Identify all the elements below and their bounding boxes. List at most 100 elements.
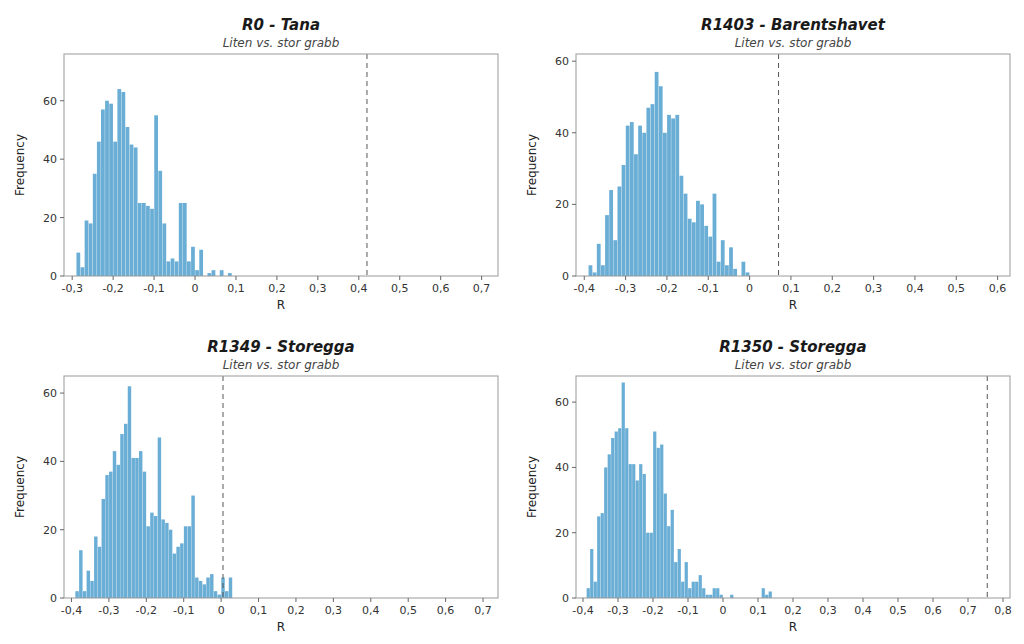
histogram-bar: [101, 110, 105, 277]
x-tick-label: 0,1: [250, 604, 268, 617]
histogram-bar: [704, 226, 708, 276]
x-tick: [997, 276, 998, 280]
histogram-bar: [655, 72, 659, 276]
plot-area: [576, 376, 1010, 598]
histogram-bar: [601, 265, 605, 276]
x-tick-label: 0,4: [350, 282, 368, 295]
histogram-bar: [105, 475, 108, 598]
histogram-bar: [625, 428, 628, 598]
histogram-bar: [615, 432, 618, 599]
histogram-bar: [636, 480, 639, 598]
histogram-bar: [675, 115, 679, 276]
histogram-bar: [212, 270, 216, 276]
x-tick: [221, 598, 222, 602]
histogram-bar: [183, 203, 187, 276]
histogram-bar: [638, 126, 642, 276]
x-tick: [666, 276, 667, 280]
histogram-bar: [154, 115, 158, 276]
x-tick-label: 0,7: [959, 604, 977, 617]
x-tick-label: 0,7: [473, 282, 491, 295]
histogram-bar: [699, 575, 702, 598]
y-tick: [572, 276, 576, 277]
histogram-bar: [102, 499, 105, 598]
subplot-subtitle: Liten vs. stor grabb: [735, 36, 852, 50]
x-tick-label: 0,8: [994, 604, 1012, 617]
x-tick: [408, 598, 409, 602]
y-tick: [572, 132, 576, 133]
histogram-bar: [653, 432, 656, 599]
x-tick: [790, 276, 791, 280]
x-tick: [863, 598, 864, 602]
histogram-bar: [126, 127, 130, 276]
y-axis-label: Frequency: [13, 456, 27, 518]
histogram-bar: [176, 547, 179, 598]
histogram-bar: [725, 265, 729, 276]
x-tick: [723, 598, 724, 602]
histogram-bar: [643, 474, 646, 598]
histogram-bar: [646, 533, 649, 598]
x-tick: [483, 598, 484, 602]
x-tick: [71, 598, 72, 602]
y-axis-label: Frequency: [525, 456, 539, 518]
histogram-bar: [187, 261, 191, 276]
reference-line: [987, 376, 988, 598]
histogram-bar: [622, 165, 626, 276]
histogram-bar: [716, 588, 719, 598]
x-tick: [481, 276, 482, 280]
reference-line: [366, 54, 367, 276]
x-tick: [445, 598, 446, 602]
histogram-bar: [717, 262, 721, 276]
x-tick-label: -0,2: [656, 282, 677, 295]
x-tick: [914, 276, 915, 280]
histogram-bar: [225, 591, 228, 598]
y-tick-label: 40: [555, 461, 569, 474]
histogram-bar: [708, 237, 712, 276]
reference-line: [778, 54, 779, 276]
histogram-bar: [667, 115, 671, 276]
histogram-bar: [622, 383, 625, 598]
histogram-bar: [188, 526, 191, 598]
y-tick-label: 0: [50, 592, 57, 605]
y-tick: [60, 159, 64, 160]
histogram-bar: [109, 104, 113, 276]
histogram-bar: [87, 571, 90, 598]
histogram-bar: [589, 265, 593, 276]
subplot: -0,4-0,3-0,2-0,100,10,20,30,40,50,60,70,…: [525, 338, 1012, 634]
histogram-bar: [158, 171, 162, 276]
subplot-subtitle: Liten vs. stor grabb: [223, 36, 340, 50]
histogram-bar: [594, 582, 597, 598]
x-tick: [317, 276, 318, 280]
y-axis-label: Frequency: [13, 134, 27, 196]
histogram-bar: [671, 510, 674, 598]
x-tick: [793, 598, 794, 602]
x-tick: [276, 276, 277, 280]
plot-frame: [64, 54, 498, 276]
x-tick-label: 0,2: [784, 604, 802, 617]
x-tick: [154, 276, 155, 280]
y-tick-label: 40: [43, 455, 57, 468]
histogram-bar: [681, 582, 684, 598]
x-tick-label: 0,4: [854, 604, 872, 617]
x-tick: [258, 598, 259, 602]
histogram-bar: [131, 458, 134, 598]
histogram-bar: [688, 219, 692, 276]
histogram-bar: [692, 582, 695, 598]
x-tick: [370, 598, 371, 602]
x-tick: [968, 598, 969, 602]
x-tick-label: -0,1: [677, 604, 698, 617]
histogram-bar: [229, 578, 232, 598]
plot-frame: [576, 54, 1010, 276]
y-tick-label: 0: [562, 270, 569, 283]
histogram-bar: [741, 262, 745, 276]
x-tick-label: -0,2: [136, 604, 157, 617]
x-tick: [583, 598, 584, 602]
x-tick: [749, 276, 750, 280]
histogram-bar: [762, 588, 765, 598]
y-axis-label: Frequency: [525, 134, 539, 196]
x-axis-label: R: [277, 298, 285, 312]
histogram-bar: [79, 550, 82, 598]
marks: [587, 376, 988, 598]
x-tick: [584, 276, 585, 280]
histogram-bar: [150, 513, 153, 598]
x-tick: [358, 276, 359, 280]
